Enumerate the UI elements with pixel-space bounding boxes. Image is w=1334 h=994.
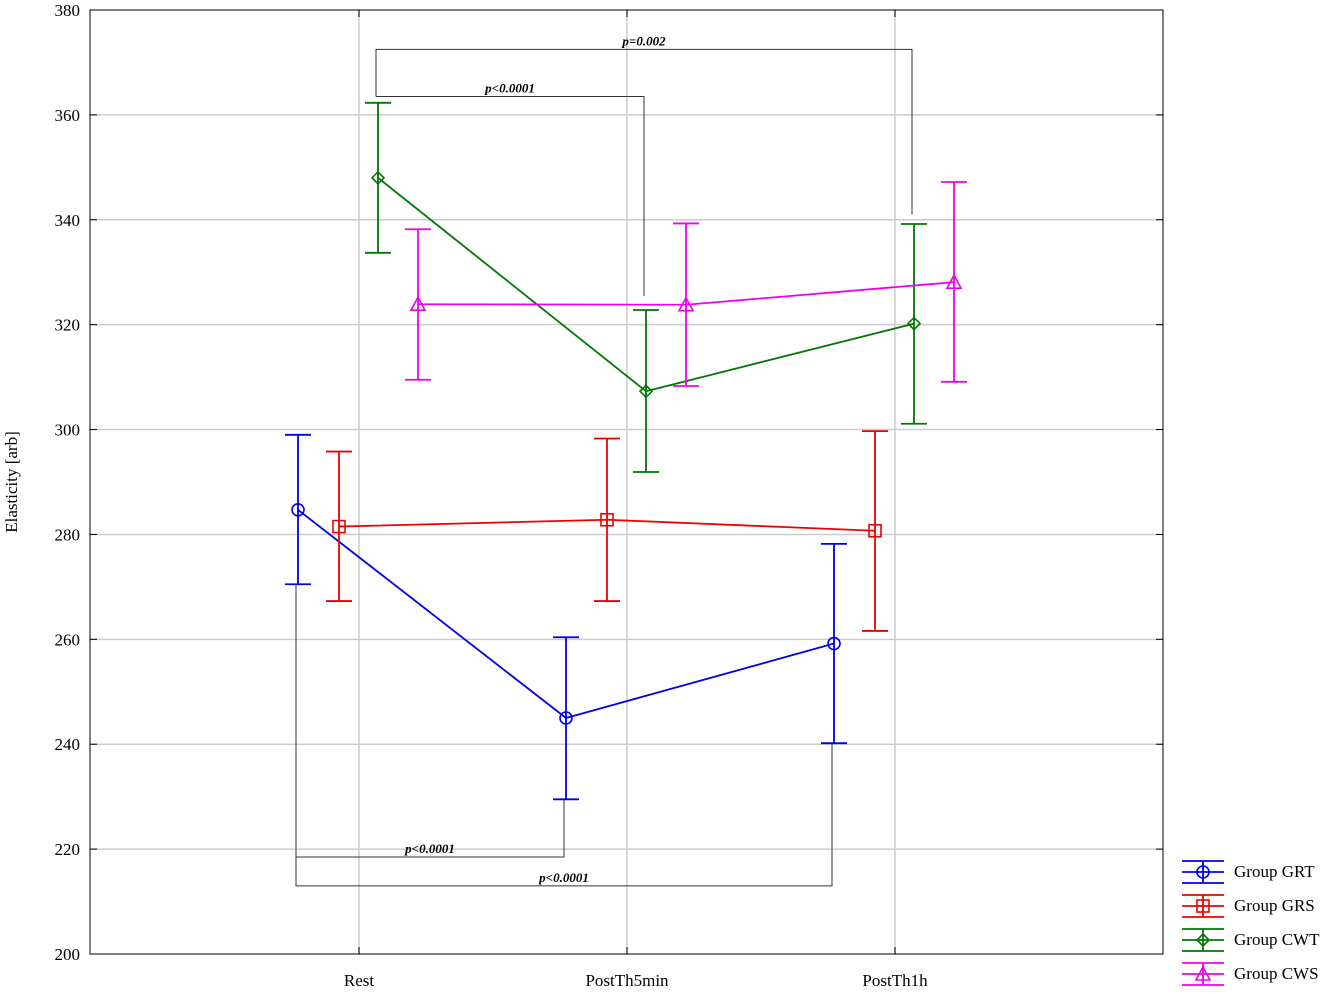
y-tick-label: 300	[55, 421, 81, 440]
p-value-label: p<0.0001	[484, 81, 535, 96]
y-tick-label: 380	[55, 1, 81, 20]
legend-item: Group GRT	[1182, 860, 1315, 884]
marker-circle	[559, 711, 573, 725]
significance-bracket: p<0.0001	[295, 584, 833, 887]
y-axis: 200 220 240 260 280 300 320 340 360 380	[55, 1, 1163, 964]
significance-bracket: p=0.002	[375, 33, 913, 215]
legend: Group GRT Group GRS Group CWT Group CWS	[1182, 860, 1320, 986]
p-value-label: p<0.0001	[404, 841, 455, 856]
marker-square	[600, 512, 614, 527]
bracket-line	[376, 96, 645, 296]
bracket-line	[375, 48, 913, 215]
marker-circle	[827, 636, 841, 651]
series-group-grt	[285, 433, 847, 801]
y-tick-label: 340	[55, 211, 81, 230]
y-tick-label: 220	[55, 840, 81, 859]
marker-diamond	[638, 384, 654, 399]
legend-item: Group GRS	[1182, 894, 1315, 918]
y-axis-title: Elasticity [arb]	[2, 431, 21, 533]
y-tick-label: 240	[55, 735, 81, 754]
bracket-line	[295, 584, 833, 887]
marker-square	[868, 523, 882, 538]
x-tick-label: Rest	[344, 971, 375, 990]
series-layer	[285, 101, 967, 801]
marker-triangle	[945, 273, 963, 289]
y-tick-label: 360	[55, 106, 81, 125]
x-tick-label: PostTh5min	[585, 971, 669, 990]
y-tick-label: 320	[55, 316, 81, 335]
significance-bracket: p<0.0001	[295, 584, 565, 858]
p-value-label: p<0.0001	[538, 870, 589, 885]
marker-diamond	[370, 170, 386, 185]
marker-diamond	[906, 316, 922, 331]
legend-label: Group GRS	[1234, 896, 1315, 915]
x-axis: Rest PostTh5min PostTh1h	[344, 10, 928, 990]
marker-triangle	[677, 296, 695, 312]
legend-label: Group CWS	[1234, 964, 1319, 983]
y-tick-label: 260	[55, 630, 81, 649]
marker-triangle	[409, 295, 427, 312]
p-value-label: p=0.002	[621, 33, 666, 48]
marker-square	[332, 519, 346, 534]
significance-bracket: p<0.0001	[376, 81, 645, 296]
legend-item: Group CWS	[1182, 962, 1319, 986]
marker-triangle	[1194, 965, 1212, 981]
significance-annotations: p=0.002 p<0.0001 p<0.0001 p<0.0001	[295, 33, 913, 887]
legend-label: Group GRT	[1234, 862, 1315, 881]
y-tick-label: 280	[55, 525, 81, 544]
legend-item: Group CWT	[1182, 928, 1320, 952]
grid	[90, 10, 1163, 954]
series-group-grs	[326, 430, 888, 632]
series-group-cws	[405, 181, 967, 387]
marker-circle	[291, 502, 305, 517]
series-group-cwt	[365, 101, 927, 473]
bracket-line	[295, 584, 565, 858]
y-tick-label: 200	[55, 945, 81, 964]
marker-circle	[1196, 865, 1210, 879]
marker-square	[1196, 899, 1210, 913]
legend-label: Group CWT	[1234, 930, 1320, 949]
marker-diamond	[1195, 932, 1211, 948]
x-tick-label: PostTh1h	[862, 971, 928, 990]
